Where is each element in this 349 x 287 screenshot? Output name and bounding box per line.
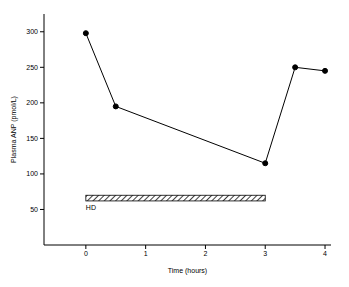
svg-text:Plasma ANP (pmol/L): Plasma ANP (pmol/L) bbox=[10, 96, 18, 163]
svg-text:250: 250 bbox=[26, 64, 38, 71]
svg-text:150: 150 bbox=[26, 135, 38, 142]
svg-text:100: 100 bbox=[26, 170, 38, 177]
svg-text:0: 0 bbox=[84, 250, 88, 257]
svg-text:1: 1 bbox=[144, 250, 148, 257]
svg-text:50: 50 bbox=[30, 206, 38, 213]
svg-text:Time (hours): Time (hours) bbox=[168, 267, 207, 275]
svg-text:300: 300 bbox=[26, 28, 38, 35]
svg-text:4: 4 bbox=[323, 250, 327, 257]
svg-text:2: 2 bbox=[203, 250, 207, 257]
svg-text:HD: HD bbox=[86, 204, 96, 211]
svg-text:3: 3 bbox=[263, 250, 267, 257]
svg-text:200: 200 bbox=[26, 99, 38, 106]
